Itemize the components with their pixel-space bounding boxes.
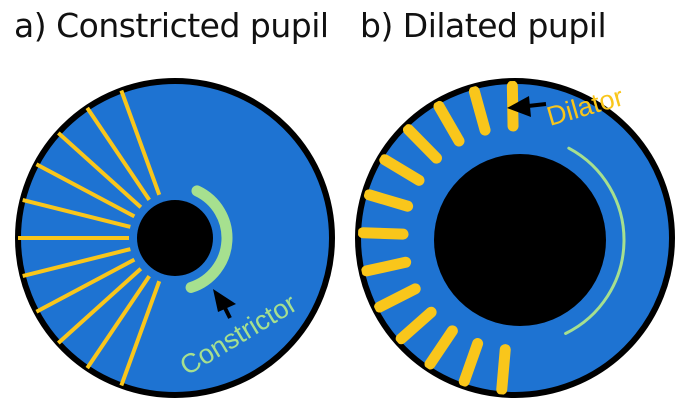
dilator-ray (81, 100, 151, 201)
dilator-bar (363, 189, 414, 212)
dilator-bar (402, 124, 442, 164)
dilator-bar (395, 306, 437, 345)
panel-b-title: b) Dilated pupil (360, 6, 607, 45)
dilator-ray (18, 247, 131, 280)
dilator-bar (424, 325, 458, 370)
dilator-bar (361, 256, 412, 277)
dilator-bar (468, 86, 491, 136)
dilator-ray (116, 280, 162, 394)
dilator-bar (433, 100, 465, 147)
dilator-ray (51, 267, 143, 350)
constrictor-arrow (213, 289, 236, 319)
dilator-rays-b (358, 81, 519, 395)
pupil-a (137, 200, 213, 276)
pupil-b (434, 154, 606, 326)
dilator-inner-ring (564, 146, 626, 335)
dilator-arrow (507, 96, 547, 117)
dilator-ray (18, 196, 131, 229)
constrictor-muscle (185, 185, 233, 293)
panel-a-eye: Constrictor (15, 78, 335, 398)
dilator-bar (379, 154, 425, 186)
panel-a-title: a) Constricted pupil (14, 6, 329, 45)
dilator-bar (374, 283, 421, 313)
dilator-ray (28, 158, 136, 219)
dilator-ray (28, 257, 136, 318)
dilator-bar (358, 227, 409, 240)
panel-b-eye: Dilator (355, 78, 675, 398)
dilator-ray (81, 275, 151, 376)
dilator-rays-a (18, 82, 162, 394)
dilator-bar (496, 344, 511, 395)
dilator-ray (51, 126, 143, 209)
dilator-ray (116, 82, 162, 196)
dilator-bar (458, 338, 484, 387)
